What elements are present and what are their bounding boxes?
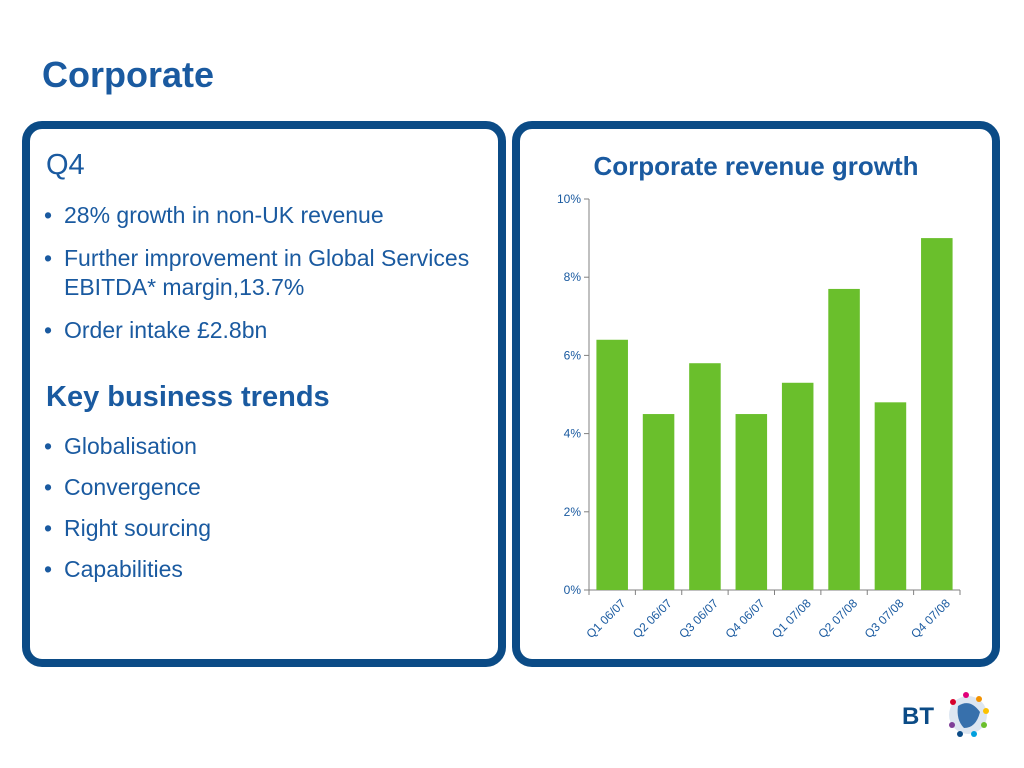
bar [735, 414, 768, 590]
bullet-icon: • [44, 245, 53, 271]
bar [921, 238, 953, 590]
y-tick-label: 8% [564, 270, 582, 284]
bt-globe-icon [949, 692, 989, 737]
x-tick-label: Q3 07/08 [862, 596, 907, 641]
bullet-icon: • [44, 474, 53, 500]
bullet-icon: • [44, 202, 53, 228]
q4-panel: Q4 • 28% growth in non-UK revenue • Furthe… [22, 121, 506, 667]
chart-title: Corporate revenue growth [593, 151, 919, 181]
y-tick-label: 4% [564, 427, 582, 441]
q4-bullet-text: Order intake £2.8bn [64, 317, 268, 343]
bullet-icon: • [44, 433, 53, 459]
trends-bullet-item: • Capabilities [44, 555, 211, 584]
trends-bullet-item: • Right sourcing [44, 514, 211, 543]
x-tick-label: Q3 06/07 [676, 596, 721, 641]
x-tick-label: Q4 06/07 [723, 596, 768, 641]
q4-heading: Q4 [46, 149, 85, 181]
trends-bullet-item: • Convergence [44, 473, 211, 502]
y-tick-label: 10% [557, 192, 581, 206]
x-tick-label: Q4 07/08 [908, 596, 953, 641]
bullet-icon: • [44, 317, 53, 343]
q4-bullet-item: • 28% growth in non-UK revenue [44, 201, 474, 230]
bar [781, 382, 814, 590]
trends-bullet-text: Capabilities [64, 556, 183, 582]
x-tick-label: Q2 06/07 [630, 596, 675, 641]
bar [874, 402, 907, 590]
revenue-growth-chart: 0%2%4%6%8%10%Q1 06/07 Q2 06/07 Q3 06/07 Q4 … [557, 192, 961, 641]
trends-bullet-text: Convergence [64, 474, 201, 500]
x-tick-label: Q1 07/08 [769, 596, 814, 641]
x-tick-label: Q2 07/08 [815, 596, 860, 641]
q4-bullet-text: 28% growth in non-UK revenue [64, 202, 384, 228]
bar [689, 363, 721, 590]
bullet-icon: • [44, 515, 53, 541]
trends-bullet-text: Right sourcing [64, 515, 212, 541]
trends-bullet-item: • Globalisation [44, 432, 211, 461]
x-tick-label: Q1 06/07 [583, 596, 628, 641]
chart-panel: Corporate revenue growth 0% 2% 4% 6% 8% 10% Q1… [512, 121, 1000, 667]
q4-bullet-item: • Order intake £2.8bn [44, 316, 474, 345]
y-tick-label: 0% [564, 583, 582, 597]
trends-heading: Key business trends [46, 381, 330, 413]
q4-bullet-text: Further improvement in Global Services E… [64, 245, 470, 300]
trends-bullet-text: Globalisation [64, 433, 197, 459]
y-tick-label: 2% [564, 505, 582, 519]
slide-title: Corporate [42, 54, 215, 95]
q4-bullet-item: • Further improvement in Global Services … [44, 244, 474, 302]
bullet-icon: • [44, 556, 53, 582]
bt-logo: BT [902, 692, 989, 737]
bar [642, 414, 675, 590]
q4-bullet-list: • 28% growth in non-UK revenue • Further i… [44, 201, 474, 359]
trends-bullet-list: • Globalisation • Convergence • Right sourc… [44, 432, 211, 596]
bar [828, 288, 860, 590]
logo-text: BT [902, 703, 934, 730]
y-tick-label: 6% [564, 348, 582, 362]
bar [596, 339, 628, 590]
